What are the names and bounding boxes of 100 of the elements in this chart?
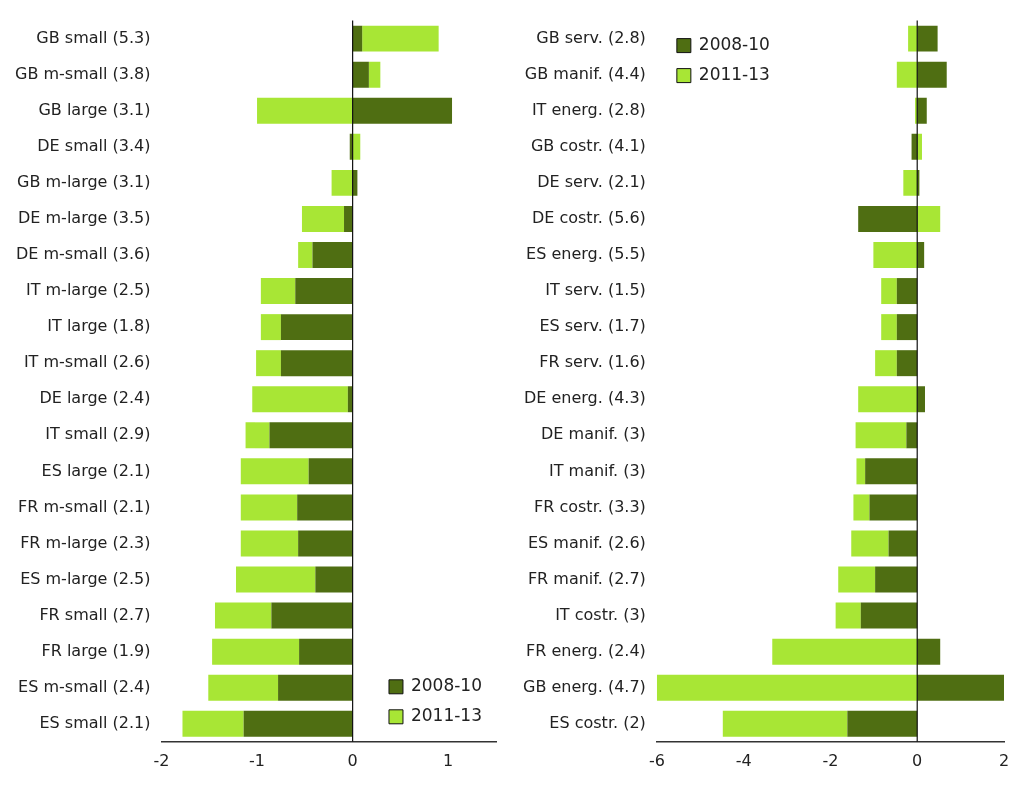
y-tick-label: ES costr. (2) [549, 712, 646, 732]
bar [260, 278, 296, 305]
y-tick-label: DE large (2.4) [39, 388, 151, 408]
bar [917, 638, 941, 665]
y-tick-label: DE manif. (3) [541, 424, 646, 444]
y-tick-label: IT large (1.8) [47, 316, 151, 336]
y-tick-label: GB energ. (4.7) [523, 676, 646, 696]
bar [915, 97, 918, 124]
bar [896, 350, 918, 377]
y-tick-label: DE serv. (2.1) [537, 172, 646, 192]
bar [847, 710, 918, 737]
bar [352, 97, 453, 124]
y-tick-label: IT energ. (2.8) [531, 99, 646, 119]
y-tick-label: FR manif. (2.7) [527, 568, 646, 588]
bar [208, 674, 279, 701]
bar [214, 602, 272, 629]
bar [298, 530, 353, 557]
bar [297, 494, 353, 521]
bar [368, 61, 381, 88]
bar [331, 169, 353, 196]
y-tick-label: FR m-small (2.1) [18, 496, 151, 516]
y-tick-label: GB manif. (4.4) [524, 63, 646, 83]
bar [295, 278, 353, 305]
bar [851, 530, 889, 557]
y-tick-label: FR small (2.7) [39, 604, 151, 624]
bar [908, 25, 918, 52]
y-tick-label: IT serv. (1.5) [545, 280, 646, 300]
y-tick-label: ES m-small (2.4) [18, 676, 151, 696]
y-tick-label: IT m-large (2.5) [25, 280, 151, 300]
bar [917, 205, 941, 232]
legend-label: 2008-10 [410, 675, 482, 696]
y-tick-label: GB m-large (3.1) [17, 172, 151, 192]
bar [278, 674, 353, 701]
bar [888, 530, 918, 557]
x-tick-label: 0 [912, 750, 923, 770]
bar [308, 458, 353, 485]
x-tick-label: 2 [998, 750, 1010, 770]
y-tick-label: ES small (2.1) [39, 712, 151, 732]
y-tick-label: FR serv. (1.6) [539, 352, 646, 372]
bar [269, 422, 353, 449]
bar [858, 386, 918, 413]
x-tick-label: -2 [822, 750, 839, 770]
bar [298, 242, 313, 268]
y-tick-label: IT manif. (3) [548, 460, 646, 480]
x-tick-label: 1 [443, 750, 454, 770]
bar [906, 422, 918, 449]
bar [722, 710, 848, 737]
bar [315, 566, 353, 593]
y-tick-label: ES manif. (2.6) [527, 532, 646, 552]
bar [240, 458, 309, 485]
bar [855, 422, 907, 449]
bar [352, 133, 361, 160]
bar [917, 386, 926, 413]
x-tick-label: -2 [153, 750, 170, 770]
bar [881, 314, 897, 341]
bar [875, 566, 918, 593]
bar [352, 25, 363, 52]
bar [312, 242, 353, 268]
bar [240, 494, 298, 521]
x-tick-label: -4 [735, 750, 752, 770]
bar [873, 242, 918, 268]
bar [257, 97, 353, 124]
y-tick-label: GB large (3.1) [38, 99, 151, 119]
y-tick-label: GB small (5.3) [36, 27, 151, 47]
bar [212, 638, 300, 665]
x-tick-label: 0 [347, 750, 358, 770]
y-tick-label: ES serv. (1.7) [539, 316, 646, 336]
bar [865, 458, 918, 485]
y-tick-label: GB m-small (3.8) [15, 63, 151, 83]
bar [236, 566, 316, 593]
y-tick-label: ES energ. (5.5) [526, 244, 646, 264]
y-tick-label: IT m-small (2.6) [23, 352, 151, 372]
y-tick-label: GB serv. (2.8) [536, 27, 646, 47]
bar [772, 638, 918, 665]
bar [917, 674, 1004, 701]
y-tick-label: DE energ. (4.3) [523, 388, 646, 408]
bar [280, 314, 353, 341]
bar [896, 314, 918, 341]
bar [240, 530, 299, 557]
x-tick-label: -1 [249, 750, 266, 770]
bar [182, 710, 244, 737]
bar [875, 350, 897, 377]
bar [917, 61, 947, 88]
bar [271, 602, 353, 629]
y-tick-label: IT small (2.9) [45, 424, 151, 444]
bar [835, 602, 861, 629]
bar [362, 25, 439, 52]
bar [881, 278, 897, 305]
bar [896, 61, 918, 88]
bar [243, 710, 353, 737]
y-tick-label: DE m-large (3.5) [18, 208, 151, 228]
bar [260, 314, 281, 341]
bar [858, 205, 918, 232]
y-tick-label: FR m-large (2.3) [20, 532, 151, 552]
bar [903, 169, 918, 196]
bar [299, 638, 353, 665]
x-tick-label: -6 [648, 750, 665, 770]
bar [656, 674, 918, 701]
bar [301, 205, 345, 232]
bar [917, 97, 927, 124]
